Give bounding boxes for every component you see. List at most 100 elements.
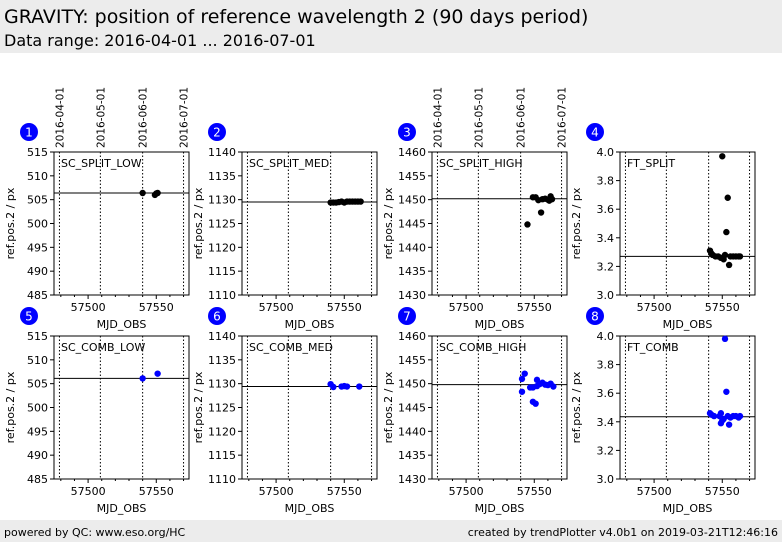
- panel-number-badge: [208, 307, 226, 325]
- panel-1: 1 2016-04-01 2016-05-01 2016-06-01 2016-07-0…: [4, 87, 191, 331]
- data-point: [725, 421, 733, 428]
- panel-6: 6 1110 1115 1120 1125 1130 1135 1140 57500 57550 M…: [192, 307, 378, 515]
- plot-frame: [241, 335, 378, 480]
- panel-number: 8: [591, 310, 599, 324]
- y-tick-label: 1125: [208, 402, 236, 415]
- data-point: [524, 221, 531, 228]
- y-axis-label: ref.pos.2 / px: [570, 187, 583, 259]
- y-axis-label: ref.pos.2 / px: [382, 371, 395, 443]
- y-tick-label: 1135: [208, 354, 236, 367]
- x-tick-label: 57550: [139, 301, 174, 314]
- y-tick-label: 3.0: [597, 289, 615, 302]
- y-tick-label: 1140: [208, 330, 236, 343]
- y-tick-label: 1460: [398, 330, 426, 343]
- x-axis-label: MJD_OBS: [97, 318, 147, 331]
- y-tick-label: 500: [27, 402, 48, 415]
- panel-label: SC_COMB_LOW: [61, 341, 145, 354]
- y-tick-label: 1455: [398, 354, 426, 367]
- x-tick-label: 57500: [259, 301, 294, 314]
- date-tick-label: 2016-05-01: [95, 87, 107, 148]
- data-point: [518, 375, 526, 383]
- panel-label: SC_COMB_HIGH: [439, 341, 526, 354]
- panel-number-badge: [398, 123, 416, 141]
- y-tick-label: 505: [27, 378, 48, 391]
- y-tick-label: 1135: [208, 170, 236, 183]
- x-tick-label: 57550: [139, 485, 174, 498]
- y-tick-label: 510: [27, 354, 48, 367]
- panel-number-badge: [20, 307, 38, 325]
- data-point: [725, 261, 733, 269]
- y-tick-label: 1110: [208, 473, 236, 486]
- y-tick-label: 485: [27, 289, 48, 302]
- y-tick-label: 1430: [398, 473, 426, 486]
- panel-number: 3: [403, 126, 411, 140]
- y-tick-label: 3.6: [597, 387, 615, 400]
- y-tick-label: 505: [27, 194, 48, 207]
- x-axis-label: MJD_OBS: [475, 318, 525, 331]
- data-point: [550, 383, 557, 390]
- panel-label: FT_COMB: [627, 341, 679, 354]
- panel-4: 4 3.0 3.2 3.4 3.6 3.8 4.0 57500 57550 MJD_OBS ref.…: [570, 123, 756, 331]
- panel-number: 1: [25, 126, 33, 140]
- y-tick-label: 490: [27, 265, 48, 278]
- data-point: [521, 370, 528, 377]
- y-tick-label: 3.8: [597, 175, 615, 188]
- x-tick-label: 57550: [517, 485, 552, 498]
- x-axis-label: MJD_OBS: [285, 318, 335, 331]
- panel-label: SC_SPLIT_HIGH: [439, 157, 523, 170]
- date-tick-label: 2016-06-01: [516, 87, 528, 148]
- y-tick-label: 3.2: [597, 444, 615, 457]
- data-point: [710, 412, 718, 420]
- panel-label: FT_SPLIT: [627, 157, 675, 170]
- y-tick-label: 515: [27, 146, 48, 159]
- data-point: [139, 375, 146, 382]
- panel-number-badge: [586, 307, 604, 325]
- y-tick-label: 1460: [398, 146, 426, 159]
- data-point: [518, 388, 526, 395]
- y-tick-label: 1440: [398, 241, 426, 254]
- y-tick-label: 510: [27, 170, 48, 183]
- y-tick-label: 485: [27, 473, 48, 486]
- x-axis-label: MJD_OBS: [475, 502, 525, 515]
- data-point: [343, 383, 351, 390]
- panel-3: 3 2016-04-01 2016-05-01 2016-06-01 2016-07-0…: [382, 87, 569, 331]
- data-range: Data range: 2016-04-01 ... 2016-07-01: [4, 31, 316, 50]
- y-tick-label: 495: [27, 425, 48, 438]
- data-point: [139, 189, 146, 197]
- x-tick-label: 57550: [327, 301, 362, 314]
- y-tick-label: 1110: [208, 289, 236, 302]
- page-title: GRAVITY: position of reference wavelengt…: [4, 6, 589, 28]
- data-point: [357, 198, 364, 205]
- x-tick-label: 57550: [705, 485, 740, 498]
- y-axis-label: ref.pos.2 / px: [382, 187, 395, 259]
- y-tick-label: 1115: [208, 449, 236, 462]
- date-tick-label: 2016-05-01: [473, 87, 485, 148]
- y-tick-label: 1120: [208, 425, 236, 438]
- footer-powered-by[interactable]: powered by QC: www.eso.org/HC: [4, 526, 186, 539]
- data-point: [537, 209, 545, 216]
- panel-number-badge: [20, 123, 38, 141]
- x-tick-label: 57500: [71, 301, 106, 314]
- y-tick-label: 1125: [208, 218, 236, 231]
- y-tick-label: 3.2: [597, 260, 615, 273]
- x-tick-label: 57550: [327, 485, 362, 498]
- data-point: [721, 251, 729, 259]
- y-tick-label: 3.8: [597, 359, 615, 372]
- panel-number: 2: [213, 126, 221, 140]
- panel-label: SC_SPLIT_LOW: [61, 157, 142, 170]
- panel-2: 2 1110 1115 1120 1125 1130 1135 1140 57500 57550 M…: [192, 123, 378, 331]
- x-axis-label: MJD_OBS: [97, 502, 147, 515]
- plot-frame: [431, 151, 568, 296]
- plot-frame: [53, 151, 190, 296]
- y-tick-label: 495: [27, 241, 48, 254]
- header-bar: GRAVITY: position of reference wavelengt…: [0, 0, 782, 53]
- panel-number: 7: [403, 310, 411, 324]
- x-tick-label: 57500: [637, 485, 672, 498]
- date-tick-label: 2016-07-01: [557, 87, 569, 148]
- x-tick-label: 57500: [449, 485, 484, 498]
- footer-created-by: created by trendPlotter v4.0b1 on 2019-0…: [467, 526, 778, 539]
- x-tick-label: 57550: [705, 301, 740, 314]
- data-point: [154, 370, 161, 377]
- y-tick-label: 1140: [208, 146, 236, 159]
